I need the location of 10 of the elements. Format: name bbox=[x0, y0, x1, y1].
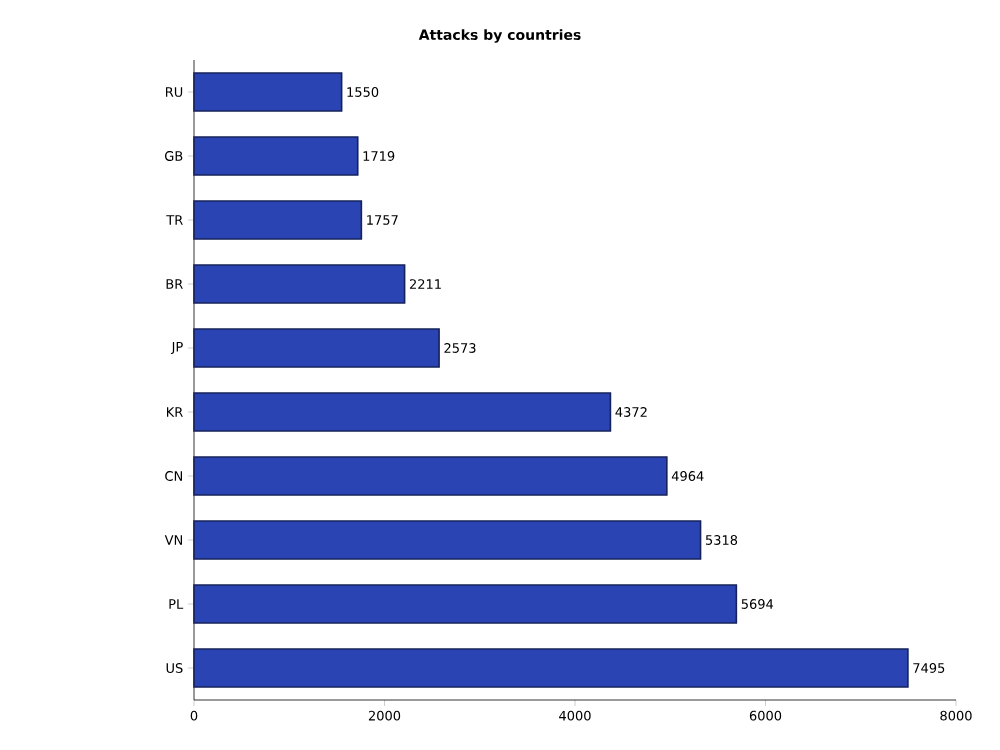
bar bbox=[193, 456, 668, 496]
bar bbox=[193, 72, 343, 112]
bar bbox=[193, 520, 702, 560]
bar bbox=[193, 328, 440, 368]
bar bbox=[193, 648, 909, 688]
bar bbox=[193, 200, 363, 240]
bar bbox=[193, 392, 612, 432]
bar bbox=[193, 136, 359, 176]
bar bbox=[193, 584, 738, 624]
bar bbox=[193, 264, 406, 304]
